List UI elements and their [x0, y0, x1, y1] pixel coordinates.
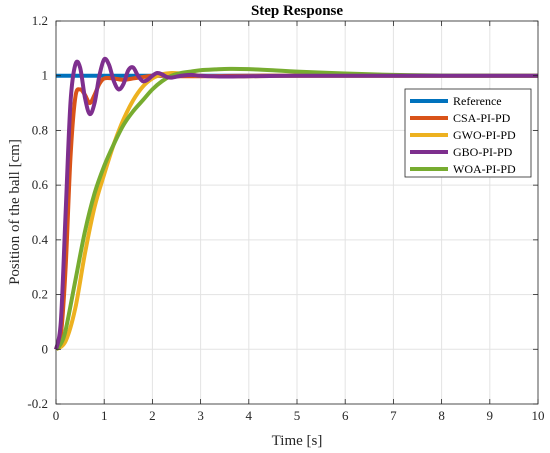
series-layer [54, 56, 539, 351]
y-tick-label: -0.2 [27, 396, 48, 411]
x-axis-label: Time [s] [272, 433, 323, 449]
y-axis-label: Position of the ball [cm] [7, 139, 23, 285]
chart-title: Step Response [251, 3, 343, 19]
legend-label-woa-pi-pd: WOA-PI-PD [453, 162, 516, 176]
legend-label-csa-pi-pd: CSA-PI-PD [453, 111, 511, 125]
legend-label-reference: Reference [453, 94, 502, 108]
series-line-gbo-pi-pd [54, 56, 538, 350]
x-tick-label: 9 [487, 408, 494, 423]
x-tick-label: 1 [101, 408, 108, 423]
y-tick-label: 1 [42, 68, 49, 83]
y-tick-label: 0.2 [32, 287, 48, 302]
x-tick-label: 2 [149, 408, 156, 423]
x-tick-label: 0 [53, 408, 60, 423]
x-tick-label: 7 [390, 408, 397, 423]
x-tick-label: 5 [294, 408, 301, 423]
ticks: 0 1 2 3 4 5 6 7 8 9 10 -0.2 0 0.2 0.4 0.6 0.8 1 1.2 [27, 13, 544, 423]
y-tick-label: 0.4 [32, 232, 49, 247]
legend: Reference CSA-PI-PD GWO-PI-PD GBO-PI-PD WOA-… [404, 88, 532, 178]
y-tick-label: 1.2 [32, 13, 48, 28]
x-tick-label: 3 [197, 408, 204, 423]
y-tick-label: 0 [42, 341, 49, 356]
y-tick-label: 0.6 [32, 177, 49, 192]
x-tick-label: 8 [438, 408, 445, 423]
legend-label-gbo-pi-pd: GBO-PI-PD [453, 145, 513, 159]
y-tick-label: 0.8 [32, 122, 48, 137]
legend-label-gwo-pi-pd: GWO-PI-PD [453, 128, 516, 142]
x-tick-label: 10 [532, 408, 545, 423]
x-tick-label: 6 [342, 408, 349, 423]
x-tick-label: 4 [246, 408, 253, 423]
